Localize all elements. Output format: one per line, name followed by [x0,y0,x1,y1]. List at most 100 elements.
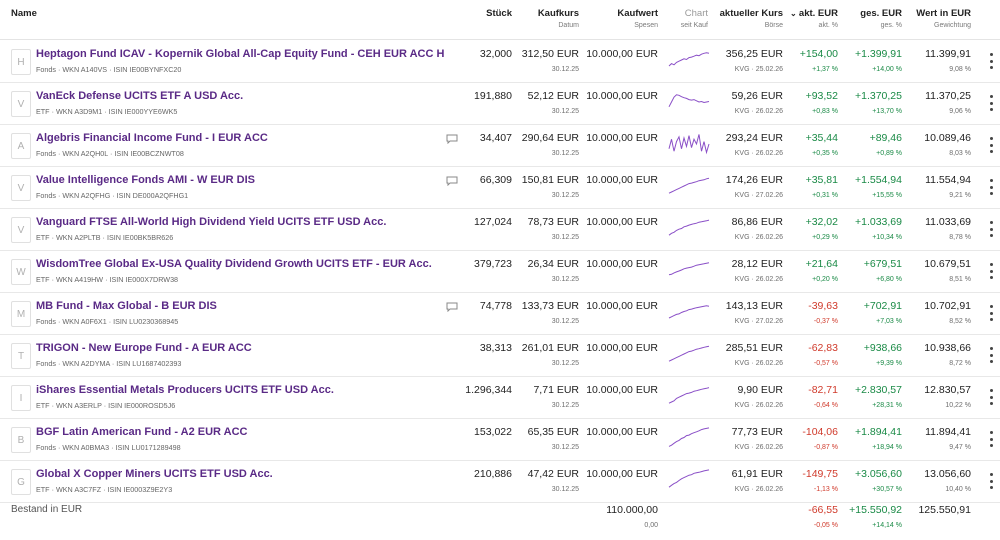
holding-name-link[interactable]: Heptagon Fund ICAV - Kopernik Global All… [36,48,445,60]
kaufdatum-value: 30.12.25 [551,402,579,409]
gewichtung-value: 8,78 % [949,234,971,241]
gewichtung-value: 9,08 % [949,66,971,73]
ges-pct-value: +0,89 % [876,150,902,157]
kurs-value: 143,13 EUR [725,300,783,312]
holding-row[interactable]: W WisdomTree Global Ex-USA Quality Divide… [0,251,1000,293]
wert-value: 10.089,46 [924,132,971,144]
kaufwert-value: 10.000,00 EUR [586,384,658,396]
boerse-value: KVG · 25.02.26 [734,66,783,73]
table-footer: Bestand in EUR 110.000,00 0,00 -66,55 -0… [0,497,1000,540]
sparkline-chart[interactable] [668,87,710,117]
boerse-value: KVG · 27.02.26 [734,192,783,199]
more-options-icon[interactable] [988,260,994,282]
more-options-icon[interactable] [988,50,994,72]
holding-row[interactable]: G Global X Copper Miners UCITS ETF USD Ac… [0,461,1000,503]
more-options-icon[interactable] [988,134,994,156]
ges-pct-value: +7,03 % [876,318,902,325]
sparkline-chart[interactable] [668,297,710,327]
holding-row[interactable]: V Value Intelligence Fonds AMI - W EUR DI… [0,167,1000,209]
more-options-icon[interactable] [988,386,994,408]
kaufwert-value: 10.000,00 EUR [586,132,658,144]
comment-icon[interactable] [446,176,458,186]
holding-name-link[interactable]: Vanguard FTSE All-World High Dividend Yi… [36,216,387,228]
more-options-icon[interactable] [988,302,994,324]
wert-value: 11.894,41 [925,426,971,438]
ges-pct-value: +30,57 % [872,486,902,493]
holding-letter-badge: H [11,49,31,75]
kaufwert-value: 10.000,00 EUR [586,468,658,480]
more-options-icon[interactable] [988,428,994,450]
holding-name-link[interactable]: BGF Latin American Fund - A2 EUR ACC [36,426,248,438]
kaufkurs-value: 26,34 EUR [527,258,579,270]
holding-name-link[interactable]: iShares Essential Metals Producers UCITS… [36,384,334,396]
kurs-value: 174,26 EUR [725,174,783,186]
kaufkurs-value: 7,71 EUR [533,384,579,396]
holding-row[interactable]: H Heptagon Fund ICAV - Kopernik Global Al… [0,41,1000,83]
sparkline-chart[interactable] [668,45,710,75]
col-kaufwert-header[interactable]: Kaufwert Spesen [617,8,658,29]
col-chart-header[interactable]: Chart seit Kauf [680,8,708,29]
holding-meta: ETF · WKN A3C7FZ · ISIN IE0003Z9E2Y3 [36,485,173,494]
kaufkurs-value: 78,73 EUR [527,216,579,228]
more-options-icon[interactable] [988,92,994,114]
comment-icon[interactable] [446,134,458,144]
comment-icon[interactable] [446,302,458,312]
holding-name-link[interactable]: WisdomTree Global Ex-USA Quality Dividen… [36,258,432,270]
ges-eur-value: +679,51 [863,258,902,270]
sparkline-chart[interactable] [668,381,710,411]
sparkline-chart[interactable] [668,465,710,495]
ges-eur-value: +702,91 [863,300,902,312]
sparkline-chart[interactable] [668,255,710,285]
holding-name-link[interactable]: TRIGON - New Europe Fund - A EUR ACC [36,342,252,354]
kaufwert-value: 10.000,00 EUR [586,90,658,102]
col-wert-header[interactable]: Wert in EUR Gewichtung [916,8,971,29]
stueck-value: 127,024 [474,216,512,228]
col-akt-eur-header[interactable]: ⌄ akt. EUR akt. % [789,8,838,29]
holding-letter-badge: A [11,133,31,159]
col-ges-eur-header[interactable]: ges. EUR ges. % [860,8,902,29]
col-kaufkurs-header[interactable]: Kaufkurs Datum [537,8,579,29]
holding-name-link[interactable]: MB Fund - Max Global - B EUR DIS [36,300,217,312]
holding-row[interactable]: V Vanguard FTSE All-World High Dividend Y… [0,209,1000,251]
stueck-value: 74,778 [479,300,512,312]
holding-row[interactable]: B BGF Latin American Fund - A2 EUR ACC Fon… [0,419,1000,461]
holding-name-link[interactable]: Algebris Financial Income Fund - I EUR A… [36,132,268,144]
more-options-icon[interactable] [988,344,994,366]
sparkline-chart[interactable] [668,129,710,159]
holding-letter-badge: V [11,175,31,201]
gewichtung-value: 10,40 % [945,486,971,493]
wert-value: 11.033,69 [925,216,971,228]
sparkline-chart[interactable] [668,213,710,243]
boerse-value: KVG · 27.02.26 [734,318,783,325]
holding-row[interactable]: M MB Fund - Max Global - B EUR DIS Fonds ·… [0,293,1000,335]
holding-name-link[interactable]: VanEck Defense UCITS ETF A USD Acc. [36,90,244,102]
sparkline-chart[interactable] [668,423,710,453]
sparkline-chart[interactable] [668,339,710,369]
holding-row[interactable]: T TRIGON - New Europe Fund - A EUR ACC Fon… [0,335,1000,377]
holding-row[interactable]: A Algebris Financial Income Fund - I EUR … [0,125,1000,167]
kaufkurs-value: 47,42 EUR [527,468,579,480]
ges-eur-value: +3.056,60 [854,468,902,480]
ges-eur-value: +1.033,69 [854,216,902,228]
gewichtung-value: 8,03 % [949,150,971,157]
sparkline-chart[interactable] [668,171,710,201]
gewichtung-value: 8,52 % [949,318,971,325]
wert-value: 11.399,91 [925,48,971,60]
sparkline-path [668,305,710,319]
holding-name-link[interactable]: Value Intelligence Fonds AMI - W EUR DIS [36,174,256,186]
col-kurs-header[interactable]: aktueller Kurs Börse [719,8,783,29]
wert-value: 10.679,51 [924,258,971,270]
col-stueck-header[interactable]: Stück [486,8,512,19]
more-options-icon[interactable] [988,470,994,492]
kaufdatum-value: 30.12.25 [551,192,579,199]
more-options-icon[interactable] [988,218,994,240]
holding-name-link[interactable]: Global X Copper Miners UCITS ETF USD Acc… [36,468,273,480]
holding-meta: Fonds · WKN A2QH0L · ISIN IE00BCZNWT08 [36,149,184,158]
more-options-icon[interactable] [988,176,994,198]
gewichtung-value: 8,51 % [949,276,971,283]
holding-row[interactable]: V VanEck Defense UCITS ETF A USD Acc. ETF … [0,83,1000,125]
footer-title: Bestand in EUR [11,504,83,515]
ges-pct-value: +28,31 % [872,402,902,409]
col-name-header[interactable]: Name [11,8,37,19]
